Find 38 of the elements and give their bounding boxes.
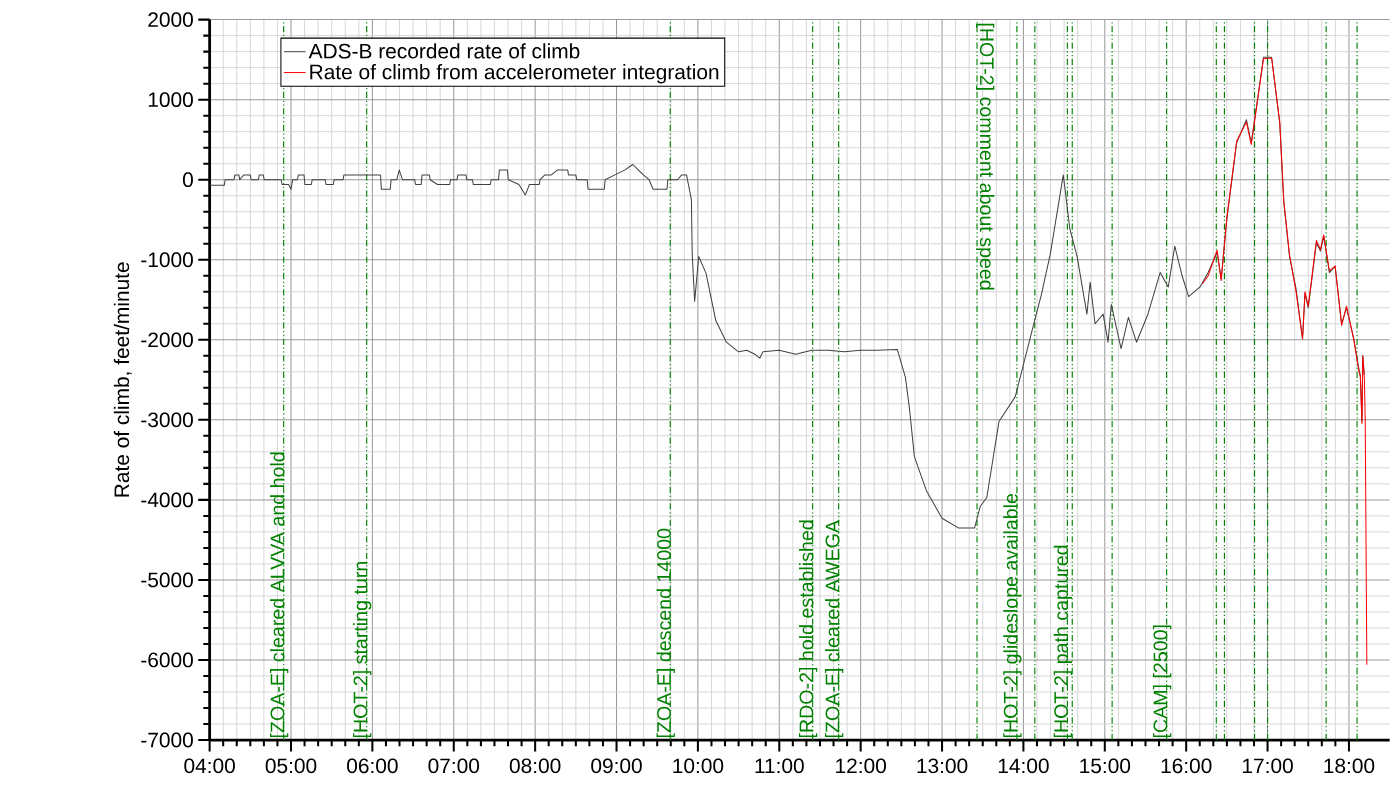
x-tick-label: 15:00 xyxy=(1080,758,1131,774)
x-tick-label: 13:00 xyxy=(917,758,968,774)
x-tick-label: 12:00 xyxy=(836,758,886,774)
y-tick-label: 1000 xyxy=(148,92,193,107)
x-tick-label: 11:00 xyxy=(755,758,804,774)
legend-label: ADS-B recorded rate of climb xyxy=(308,43,580,59)
ref-line-label: [HOT-2] glideslope available xyxy=(1003,493,1022,737)
ref-line-label: [HOT-2] starting turn xyxy=(353,561,372,737)
x-tick-label: 05:00 xyxy=(265,758,317,774)
y-tick-label: 2000 xyxy=(148,12,193,27)
ref-line-label: [CAM] [2500] xyxy=(1152,625,1172,737)
ref-line-label: [ZOA-E] cleared ALVVA and hold xyxy=(270,452,289,737)
ref-line-label: [HOT-2] comment about speed xyxy=(976,23,995,290)
x-tick-label: 07:00 xyxy=(428,758,480,774)
ref-line-label: [HOT-2] path captured xyxy=(1053,545,1072,737)
y-tick-label: -3000 xyxy=(141,412,193,428)
x-tick-label: 04:00 xyxy=(184,758,235,774)
x-tick-label: 06:00 xyxy=(347,758,398,774)
y-tick-label: -5000 xyxy=(141,572,193,588)
ref-line-label: [RDO-2] hold established xyxy=(798,520,818,737)
x-tick-label: 08:00 xyxy=(509,758,561,774)
ref-line-label: [ZOA-E] descend 14000 xyxy=(656,528,675,737)
y-tick-label: 0 xyxy=(182,172,193,187)
legend-label: Rate of climb from accelerometer integration xyxy=(310,63,719,84)
y-tick-label: -1000 xyxy=(141,252,193,267)
y-tick-label: -6000 xyxy=(141,652,193,668)
x-tick-label: 09:00 xyxy=(591,758,642,774)
x-tick-label: 17:00 xyxy=(1243,758,1293,774)
y-tick-label: -2000 xyxy=(141,332,193,348)
x-tick-label: 14:00 xyxy=(998,758,1049,774)
x-tick-label: 10:00 xyxy=(673,758,724,774)
x-tick-label: 18:00 xyxy=(1324,758,1375,774)
line-series xyxy=(1201,57,1368,666)
y-tick-label: -4000 xyxy=(141,492,193,508)
ref-line-label: [ZOA-E] cleared AWEGA xyxy=(825,519,844,737)
y-tick-label: -7000 xyxy=(141,732,193,748)
x-tick-label: 16:00 xyxy=(1161,758,1212,774)
y-axis-title: Rate of climb, feet/minute xyxy=(113,262,132,497)
